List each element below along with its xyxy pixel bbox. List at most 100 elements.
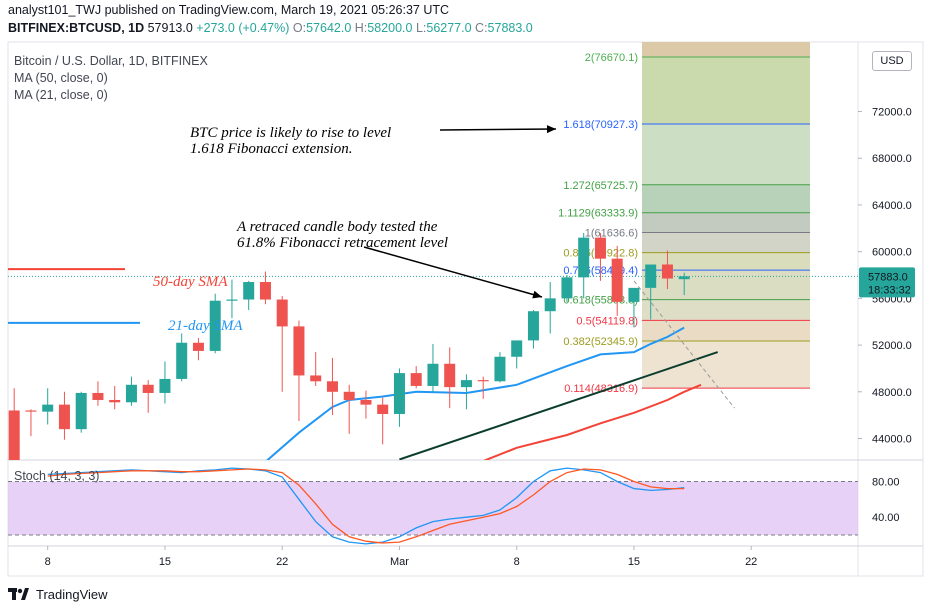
fib-level-label: 0.5(54119.8)	[576, 315, 638, 327]
high-value: 58200.0	[367, 21, 413, 35]
ohlc-header: BITFINEX:BTCUSD, 1D 57913.0 +273.0 (+0.4…	[8, 21, 533, 35]
candle-body	[393, 373, 405, 414]
candle-body	[42, 404, 54, 412]
candle-countdown: 18:33:32	[868, 284, 911, 296]
candle-body	[645, 264, 657, 288]
arrow-to-fib-extension	[439, 128, 557, 131]
stoch-d-line	[47, 468, 685, 544]
candle-body	[310, 375, 322, 382]
fib-level-label: 0.114(48316.9)	[564, 383, 638, 395]
stoch-tick-80: 80.00	[872, 477, 900, 489]
candle-body	[661, 264, 673, 279]
price-tick-label: 60000.0	[872, 247, 912, 259]
fib-level-label: 0.382(52345.9)	[563, 336, 638, 348]
high-label: H:	[354, 21, 368, 35]
legend-ma50: MA (50, close, 0)	[14, 71, 108, 85]
candle-body	[75, 392, 87, 430]
main-pane: 2(76670.1) 1.618(70927.3) 1.272(65725.7) 1.…	[8, 42, 858, 460]
footer: TradingView	[8, 584, 108, 604]
price-tick-label: 72000.0	[872, 107, 912, 119]
fib-zone	[642, 341, 810, 389]
legend-title: Bitcoin / U.S. Dollar, 1D, BITFINEX	[14, 54, 208, 68]
low-value: 56277.0	[426, 21, 472, 35]
current-price-value: 57883.0	[868, 271, 908, 283]
price-tick-label: 68000.0	[872, 153, 912, 165]
annotation-sma50: 50-day SMA	[153, 274, 228, 290]
candle-body	[460, 380, 472, 388]
arrow-to-retracement	[363, 246, 543, 298]
stoch-label: Stoch (14, 3, 3)	[14, 469, 99, 483]
stoch-band-fill	[8, 481, 858, 535]
candle-body	[427, 363, 439, 386]
candle-body	[578, 237, 590, 278]
time-tick-label: 15	[628, 556, 640, 568]
open-value: 57642.0	[306, 21, 352, 35]
candle-body	[8, 410, 20, 460]
candle-body	[678, 276, 690, 280]
publish-timestamp: published on TradingView.com, March 19, …	[104, 3, 450, 17]
candle-body	[25, 410, 37, 412]
arrow-to-retracement-head	[532, 290, 542, 299]
time-tick-label: 22	[276, 556, 288, 568]
candle-body	[444, 363, 456, 388]
close-value: 57883.0	[487, 21, 533, 35]
candle-body	[343, 391, 355, 400]
candle-body	[293, 326, 305, 376]
candle-body	[594, 237, 606, 259]
fib-level-label: 1.272(65725.7)	[563, 180, 638, 192]
fib-zone	[642, 252, 810, 271]
candle-body	[109, 399, 121, 403]
time-tick-label: 22	[745, 556, 757, 568]
candle-body	[326, 381, 338, 392]
candle-body	[544, 298, 556, 312]
fib-level-label: 0.618(55893.8)	[563, 295, 638, 307]
open-label: O:	[292, 21, 307, 35]
support-trendline	[399, 351, 719, 460]
symbol-label: BITFINEX:BTCUSD, 1D	[8, 21, 145, 35]
fib-zone	[642, 320, 810, 342]
legend-ma21: MA (21, close, 0)	[14, 88, 108, 102]
candle-body	[243, 282, 255, 300]
candle-body	[58, 404, 70, 430]
fib-level-label: 1(61636.6)	[585, 228, 638, 240]
fib-zone	[642, 212, 810, 233]
currency-button[interactable]: USD	[872, 51, 912, 71]
annotation-sma21: 21-day SMA	[168, 318, 243, 334]
candle-body	[511, 340, 523, 357]
candle-body	[125, 384, 137, 403]
time-tick-label: Mar	[390, 556, 409, 568]
publish-info: analyst101_TWJ published on TradingView.…	[8, 3, 449, 17]
time-tick-label: 15	[159, 556, 171, 568]
candle-body	[410, 373, 422, 386]
candle-body	[561, 277, 573, 299]
fib-level-label: 1.618(70927.3)	[563, 119, 638, 131]
current-price-tag	[859, 267, 915, 298]
candle-body	[527, 311, 539, 341]
last-price: 57913.0	[147, 21, 193, 35]
fib-level-label: 2(76670.1)	[585, 52, 638, 64]
annotation-retrace-line1: A retraced candle body tested the	[236, 219, 438, 235]
fib-zone	[642, 232, 810, 253]
candle-body	[259, 282, 271, 300]
fib-zone	[642, 299, 810, 321]
candle-body	[92, 392, 104, 400]
tradingview-logo-icon	[8, 588, 29, 600]
fib-zone	[642, 57, 810, 125]
annotation-retrace-line2: 61.8% Fibonacci retracement level	[237, 235, 448, 251]
close-label: C:	[475, 21, 488, 35]
candle-body	[494, 356, 506, 382]
dashed-projection-line	[633, 280, 735, 409]
ma21-line	[266, 326, 685, 460]
annotation-fib-extension-line2: 1.618 Fibonacci extension.	[190, 141, 352, 157]
candle-body	[142, 384, 154, 393]
candle-body	[628, 287, 640, 302]
fib-zone-top	[642, 42, 810, 57]
candle-body	[176, 342, 188, 379]
fib-level-label: 1.1129(63333.9)	[558, 208, 638, 220]
candle-body	[360, 399, 372, 405]
candle-body	[192, 342, 204, 351]
candle-body	[377, 404, 389, 414]
stoch-tick-40: 40.00	[872, 512, 900, 524]
candle-body	[611, 258, 623, 302]
